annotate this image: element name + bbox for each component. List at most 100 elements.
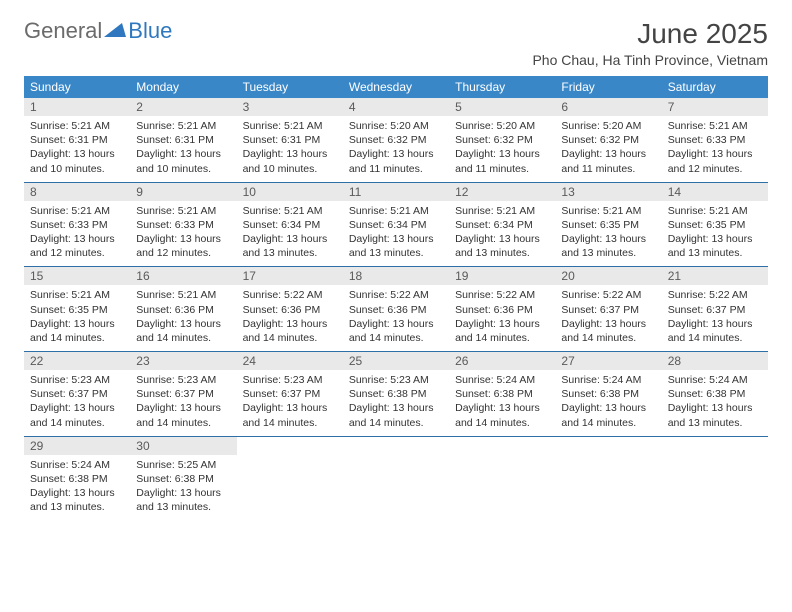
day-number: 13 [555, 183, 661, 201]
sunset-line: Sunset: 6:32 PM [349, 133, 443, 147]
sunset-line: Sunset: 6:38 PM [668, 387, 762, 401]
sunset-line: Sunset: 6:31 PM [136, 133, 230, 147]
day-number: 10 [237, 183, 343, 201]
weekday-header: Tuesday [237, 76, 343, 98]
calendar-cell: 29Sunrise: 5:24 AMSunset: 6:38 PMDayligh… [24, 436, 130, 520]
daylight-line: Daylight: 13 hours and 10 minutes. [243, 147, 337, 175]
daylight-line: Daylight: 13 hours and 11 minutes. [561, 147, 655, 175]
daylight-line: Daylight: 13 hours and 14 minutes. [136, 401, 230, 429]
calendar-cell [555, 436, 661, 520]
daylight-line: Daylight: 13 hours and 14 minutes. [561, 401, 655, 429]
calendar-row: 29Sunrise: 5:24 AMSunset: 6:38 PMDayligh… [24, 436, 768, 520]
day-info: Sunrise: 5:21 AMSunset: 6:33 PMDaylight:… [668, 119, 762, 176]
day-number: 26 [449, 352, 555, 370]
day-info: Sunrise: 5:24 AMSunset: 6:38 PMDaylight:… [668, 373, 762, 430]
weekday-header-row: Sunday Monday Tuesday Wednesday Thursday… [24, 76, 768, 98]
daylight-line: Daylight: 13 hours and 14 minutes. [243, 317, 337, 345]
sunset-line: Sunset: 6:36 PM [349, 303, 443, 317]
daylight-line: Daylight: 13 hours and 14 minutes. [349, 317, 443, 345]
sunrise-line: Sunrise: 5:23 AM [243, 373, 337, 387]
sunset-line: Sunset: 6:36 PM [243, 303, 337, 317]
sunrise-line: Sunrise: 5:21 AM [561, 204, 655, 218]
calendar-cell [449, 436, 555, 520]
sunrise-line: Sunrise: 5:21 AM [243, 204, 337, 218]
day-number: 16 [130, 267, 236, 285]
location-label: Pho Chau, Ha Tinh Province, Vietnam [532, 52, 768, 68]
daylight-line: Daylight: 13 hours and 14 minutes. [455, 317, 549, 345]
daylight-line: Daylight: 13 hours and 11 minutes. [349, 147, 443, 175]
calendar-cell [237, 436, 343, 520]
daylight-line: Daylight: 13 hours and 14 minutes. [30, 401, 124, 429]
day-number: 27 [555, 352, 661, 370]
sunset-line: Sunset: 6:37 PM [243, 387, 337, 401]
day-info: Sunrise: 5:21 AMSunset: 6:31 PMDaylight:… [243, 119, 337, 176]
calendar-cell: 18Sunrise: 5:22 AMSunset: 6:36 PMDayligh… [343, 267, 449, 352]
day-info: Sunrise: 5:21 AMSunset: 6:33 PMDaylight:… [30, 204, 124, 261]
sunset-line: Sunset: 6:33 PM [30, 218, 124, 232]
daylight-line: Daylight: 13 hours and 13 minutes. [668, 232, 762, 260]
sunrise-line: Sunrise: 5:21 AM [30, 119, 124, 133]
calendar-cell: 23Sunrise: 5:23 AMSunset: 6:37 PMDayligh… [130, 352, 236, 437]
sunrise-line: Sunrise: 5:24 AM [455, 373, 549, 387]
sunrise-line: Sunrise: 5:21 AM [136, 119, 230, 133]
sunrise-line: Sunrise: 5:21 AM [30, 204, 124, 218]
day-info: Sunrise: 5:21 AMSunset: 6:34 PMDaylight:… [455, 204, 549, 261]
day-number: 3 [237, 98, 343, 116]
sunrise-line: Sunrise: 5:21 AM [30, 288, 124, 302]
calendar-cell: 7Sunrise: 5:21 AMSunset: 6:33 PMDaylight… [662, 98, 768, 182]
calendar-cell: 8 Sunrise: 5:21 AMSunset: 6:33 PMDaylight… [24, 182, 130, 267]
sunset-line: Sunset: 6:38 PM [349, 387, 443, 401]
day-info: Sunrise: 5:21 AMSunset: 6:36 PMDaylight:… [136, 288, 230, 345]
day-number: 28 [662, 352, 768, 370]
sunrise-line: Sunrise: 5:24 AM [561, 373, 655, 387]
day-number: 6 [555, 98, 661, 116]
sunset-line: Sunset: 6:31 PM [243, 133, 337, 147]
weekday-header: Saturday [662, 76, 768, 98]
calendar-cell: 3 Sunrise: 5:21 AMSunset: 6:31 PMDaylight… [237, 98, 343, 182]
calendar-cell: 11Sunrise: 5:21 AMSunset: 6:34 PMDayligh… [343, 182, 449, 267]
sunrise-line: Sunrise: 5:20 AM [561, 119, 655, 133]
daylight-line: Daylight: 13 hours and 13 minutes. [243, 232, 337, 260]
sunrise-line: Sunrise: 5:24 AM [30, 458, 124, 472]
calendar-cell [343, 436, 449, 520]
calendar-cell: 2 Sunrise: 5:21 AMSunset: 6:31 PMDaylight… [130, 98, 236, 182]
calendar-cell: 21Sunrise: 5:22 AMSunset: 6:37 PMDayligh… [662, 267, 768, 352]
sunset-line: Sunset: 6:36 PM [136, 303, 230, 317]
sunset-line: Sunset: 6:37 PM [136, 387, 230, 401]
sunrise-line: Sunrise: 5:20 AM [455, 119, 549, 133]
day-info: Sunrise: 5:21 AMSunset: 6:35 PMDaylight:… [668, 204, 762, 261]
weekday-header: Wednesday [343, 76, 449, 98]
calendar-cell: 14Sunrise: 5:21 AMSunset: 6:35 PMDayligh… [662, 182, 768, 267]
weekday-header: Monday [130, 76, 236, 98]
daylight-line: Daylight: 13 hours and 12 minutes. [30, 232, 124, 260]
day-info: Sunrise: 5:22 AMSunset: 6:36 PMDaylight:… [243, 288, 337, 345]
day-info: Sunrise: 5:20 AMSunset: 6:32 PMDaylight:… [455, 119, 549, 176]
sunset-line: Sunset: 6:32 PM [455, 133, 549, 147]
daylight-line: Daylight: 13 hours and 12 minutes. [136, 232, 230, 260]
day-number: 2 [130, 98, 236, 116]
calendar-cell: 24Sunrise: 5:23 AMSunset: 6:37 PMDayligh… [237, 352, 343, 437]
sunrise-line: Sunrise: 5:21 AM [349, 204, 443, 218]
day-number: 8 [24, 183, 130, 201]
day-number: 25 [343, 352, 449, 370]
day-info: Sunrise: 5:21 AMSunset: 6:34 PMDaylight:… [243, 204, 337, 261]
sunset-line: Sunset: 6:36 PM [455, 303, 549, 317]
daylight-line: Daylight: 13 hours and 13 minutes. [561, 232, 655, 260]
sunrise-line: Sunrise: 5:21 AM [455, 204, 549, 218]
sunrise-line: Sunrise: 5:21 AM [136, 288, 230, 302]
day-info: Sunrise: 5:22 AMSunset: 6:36 PMDaylight:… [349, 288, 443, 345]
day-info: Sunrise: 5:21 AMSunset: 6:31 PMDaylight:… [136, 119, 230, 176]
day-number: 17 [237, 267, 343, 285]
sunset-line: Sunset: 6:31 PM [30, 133, 124, 147]
sunset-line: Sunset: 6:37 PM [561, 303, 655, 317]
daylight-line: Daylight: 13 hours and 13 minutes. [30, 486, 124, 514]
calendar-table: Sunday Monday Tuesday Wednesday Thursday… [24, 76, 768, 520]
day-info: Sunrise: 5:23 AMSunset: 6:37 PMDaylight:… [136, 373, 230, 430]
weekday-header: Sunday [24, 76, 130, 98]
day-info: Sunrise: 5:21 AMSunset: 6:35 PMDaylight:… [30, 288, 124, 345]
calendar-cell: 5Sunrise: 5:20 AMSunset: 6:32 PMDaylight… [449, 98, 555, 182]
calendar-cell: 10 Sunrise: 5:21 AMSunset: 6:34 PMDayligh… [237, 182, 343, 267]
calendar-cell: 13Sunrise: 5:21 AMSunset: 6:35 PMDayligh… [555, 182, 661, 267]
calendar-cell: 1Sunrise: 5:21 AMSunset: 6:31 PMDaylight… [24, 98, 130, 182]
daylight-line: Daylight: 13 hours and 13 minutes. [455, 232, 549, 260]
